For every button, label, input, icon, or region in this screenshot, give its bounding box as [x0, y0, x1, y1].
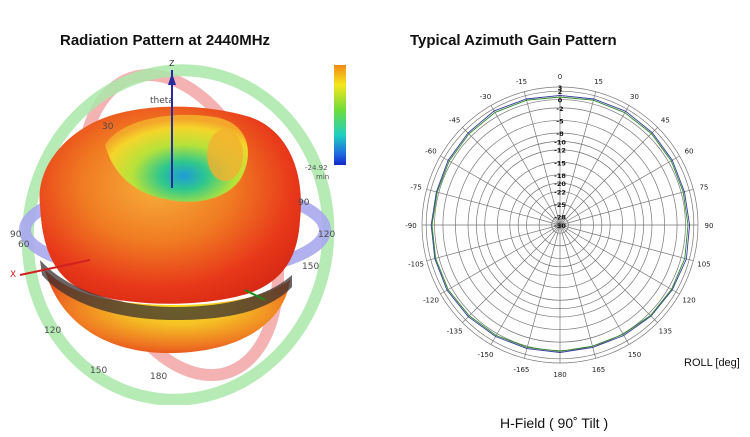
- left-chart-title: Radiation Pattern at 2440MHz: [60, 32, 271, 49]
- ring-label-120b: 120: [318, 230, 335, 240]
- angle-label: 30: [630, 93, 639, 101]
- angle-label: 120: [682, 297, 695, 305]
- polar-spoke: [559, 155, 680, 226]
- ring-label-theta: theta: [150, 96, 174, 106]
- angle-label: -45: [449, 117, 460, 125]
- angle-label: 15: [594, 78, 603, 86]
- x-axis-label: X: [10, 270, 16, 280]
- angle-label: -135: [447, 327, 463, 335]
- polar-spoke: [559, 127, 658, 226]
- angle-label: 45: [661, 117, 670, 125]
- angle-label: -60: [425, 148, 436, 156]
- ring-label-60: 60: [18, 240, 30, 250]
- polar-spoke: [559, 105, 630, 226]
- radial-tick-label: -25: [554, 201, 566, 209]
- angle-label: -165: [513, 366, 529, 374]
- radial-tick-label: 3: [558, 84, 563, 92]
- ring-label-30: 30: [102, 122, 114, 132]
- radial-tick-label: 0: [558, 97, 563, 105]
- angle-label: 180: [553, 371, 566, 379]
- radial-tick-label: -15: [554, 159, 566, 167]
- series-trace-2: [431, 96, 689, 352]
- radial-tick-label: -12: [554, 147, 566, 155]
- right-chart-title: Typical Azimuth Gain Pattern: [410, 32, 617, 49]
- polar-spoke: [440, 155, 561, 226]
- colorbar: [334, 65, 346, 165]
- ring-label-90: 90: [10, 230, 22, 240]
- dish-rim: [207, 129, 243, 181]
- angle-label: -105: [408, 261, 424, 269]
- angle-label: -120: [423, 297, 439, 305]
- angle-label: -75: [410, 183, 421, 191]
- angle-label: -150: [478, 351, 494, 359]
- angle-label: -30: [480, 93, 491, 101]
- radiation-pattern-3d: theta 30 60 90 120 150 180 150 120 90 Z …: [0, 55, 375, 406]
- polar-spoke: [559, 188, 694, 226]
- azimuth-polar-chart: 0 15 30 45 60 75 90 105 120 135 150 165 180 -165 -150-…: [395, 60, 750, 380]
- angle-label: 135: [659, 327, 672, 335]
- polar-spoke: [490, 224, 561, 345]
- polar-spoke: [559, 224, 630, 345]
- angle-label: -90: [405, 222, 416, 230]
- polar-spoke: [490, 105, 561, 226]
- center-dish: [105, 114, 248, 202]
- ring-labels: theta 30 60 90 120 150 180 150 120 90: [10, 96, 335, 382]
- angle-label: 0: [558, 73, 562, 81]
- polar-spoke: [559, 224, 680, 295]
- radial-tick-label: 2: [558, 88, 563, 96]
- z-axis-label: Z: [169, 59, 175, 68]
- series-trace-1: [430, 94, 691, 353]
- roll-axis-label: ROLL [deg]: [684, 357, 740, 369]
- polar-spoke: [462, 127, 561, 226]
- polar-spoke: [559, 91, 597, 226]
- y-axis: [244, 289, 266, 301]
- polar-spoke: [559, 224, 694, 262]
- x-axis: [19, 259, 91, 276]
- angle-label: 165: [592, 366, 605, 374]
- polar-spoke: [559, 224, 658, 323]
- ring-label-150b: 150: [302, 262, 319, 272]
- angle-label: 75: [699, 183, 708, 191]
- colorbar-min-value: -24.92: [305, 164, 328, 172]
- radial-tick-label: -28: [554, 214, 566, 222]
- ring-label-90b: 90: [298, 198, 310, 208]
- polar-spoke: [440, 224, 561, 295]
- h-field-caption: H-Field ( 90˚ Tilt ): [500, 415, 609, 431]
- radial-tick-label: -18: [554, 172, 566, 180]
- ring-label-180: 180: [150, 372, 167, 382]
- radial-tick-label: -8: [556, 130, 564, 138]
- radial-tick-label: -2: [556, 105, 563, 113]
- radial-tick-label: -30: [554, 222, 566, 230]
- z-axis-arrow: [168, 73, 176, 85]
- angle-label: -15: [516, 78, 527, 86]
- belt-band: [40, 260, 292, 320]
- polar-spoke: [523, 91, 561, 226]
- radial-tick-label: -20: [554, 180, 566, 188]
- polar-spoke: [523, 224, 561, 359]
- polar-spoke: [462, 224, 561, 323]
- angle-label: 150: [628, 351, 641, 359]
- angle-label: 105: [697, 261, 710, 269]
- polar-spoke: [426, 188, 561, 226]
- radial-tick-label: -10: [554, 138, 566, 146]
- colorbar-min-label: min: [316, 173, 329, 181]
- ring-label-150: 150: [90, 366, 107, 376]
- angle-label: 90: [705, 222, 714, 230]
- radial-tick-label: -5: [556, 117, 564, 125]
- angle-label: 60: [685, 148, 694, 156]
- polar-spoke: [426, 224, 561, 262]
- ring-label-120: 120: [44, 326, 61, 336]
- polar-spoke: [559, 224, 597, 359]
- radial-tick-label: -22: [554, 189, 566, 197]
